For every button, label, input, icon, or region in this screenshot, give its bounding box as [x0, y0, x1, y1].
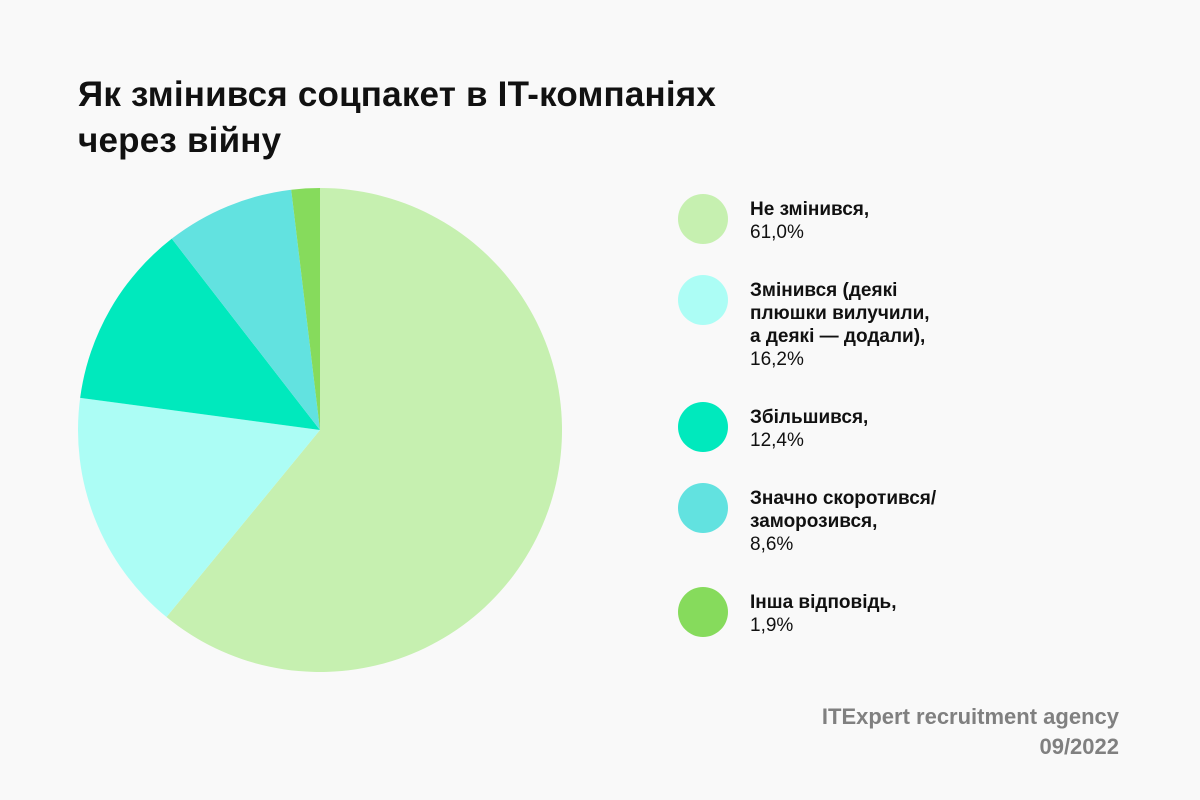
legend-text: Значно скоротився/ заморозився, 8,6%: [750, 483, 990, 556]
legend-label: Збільшився,: [750, 407, 869, 428]
legend-label: Змінився (деякі плюшки вилучили, а деякі…: [750, 280, 930, 347]
legend-text: Змінився (деякі плюшки вилучили, а деякі…: [750, 275, 990, 371]
pie-slice-changed: [78, 397, 320, 618]
legend: Не змінився, 61,0% Змінився (деякі плюшк…: [678, 194, 1138, 637]
pie-chart: [70, 180, 570, 680]
legend-text: Збільшився, 12,4%: [750, 402, 990, 452]
legend-value: 61,0%: [750, 222, 804, 243]
pie-slice-unchanged: [166, 188, 563, 672]
legend-value: 12,4%: [750, 430, 804, 451]
pie-slice-increased: [80, 238, 321, 430]
pie-slice-reduced: [171, 189, 320, 430]
legend-swatch-other: [678, 587, 728, 637]
legend-item-increased: Збільшився, 12,4%: [678, 402, 1138, 452]
legend-label: Не змінився,: [750, 199, 870, 220]
legend-text: Не змінився, 61,0%: [750, 194, 990, 244]
legend-swatch-unchanged: [678, 194, 728, 244]
legend-value: 16,2%: [750, 349, 804, 370]
legend-text: Інша відповідь, 1,9%: [750, 587, 990, 637]
legend-item-other: Інша відповідь, 1,9%: [678, 587, 1138, 637]
legend-item-unchanged: Не змінився, 61,0%: [678, 194, 1138, 244]
pie-slice-other: [291, 188, 320, 430]
legend-label: Інша відповідь,: [750, 592, 897, 613]
legend-swatch-changed: [678, 275, 728, 325]
legend-swatch-reduced: [678, 483, 728, 533]
pie-chart-svg: [78, 188, 563, 672]
legend-item-changed: Змінився (деякі плюшки вилучили, а деякі…: [678, 275, 1138, 371]
legend-label: Значно скоротився/ заморозився,: [750, 488, 937, 532]
legend-item-reduced: Значно скоротився/ заморозився, 8,6%: [678, 483, 1138, 556]
source-credit: ITExpert recruitment agency 09/2022: [822, 702, 1119, 762]
chart-title: Як змінився соцпакет в IT-компаніях чере…: [78, 75, 717, 160]
legend-value: 8,6%: [750, 534, 794, 555]
legend-swatch-increased: [678, 402, 728, 452]
source-agency: ITExpert recruitment agency: [821, 704, 1119, 729]
source-date: 09/2022: [1039, 734, 1119, 759]
legend-value: 1,9%: [750, 615, 794, 636]
